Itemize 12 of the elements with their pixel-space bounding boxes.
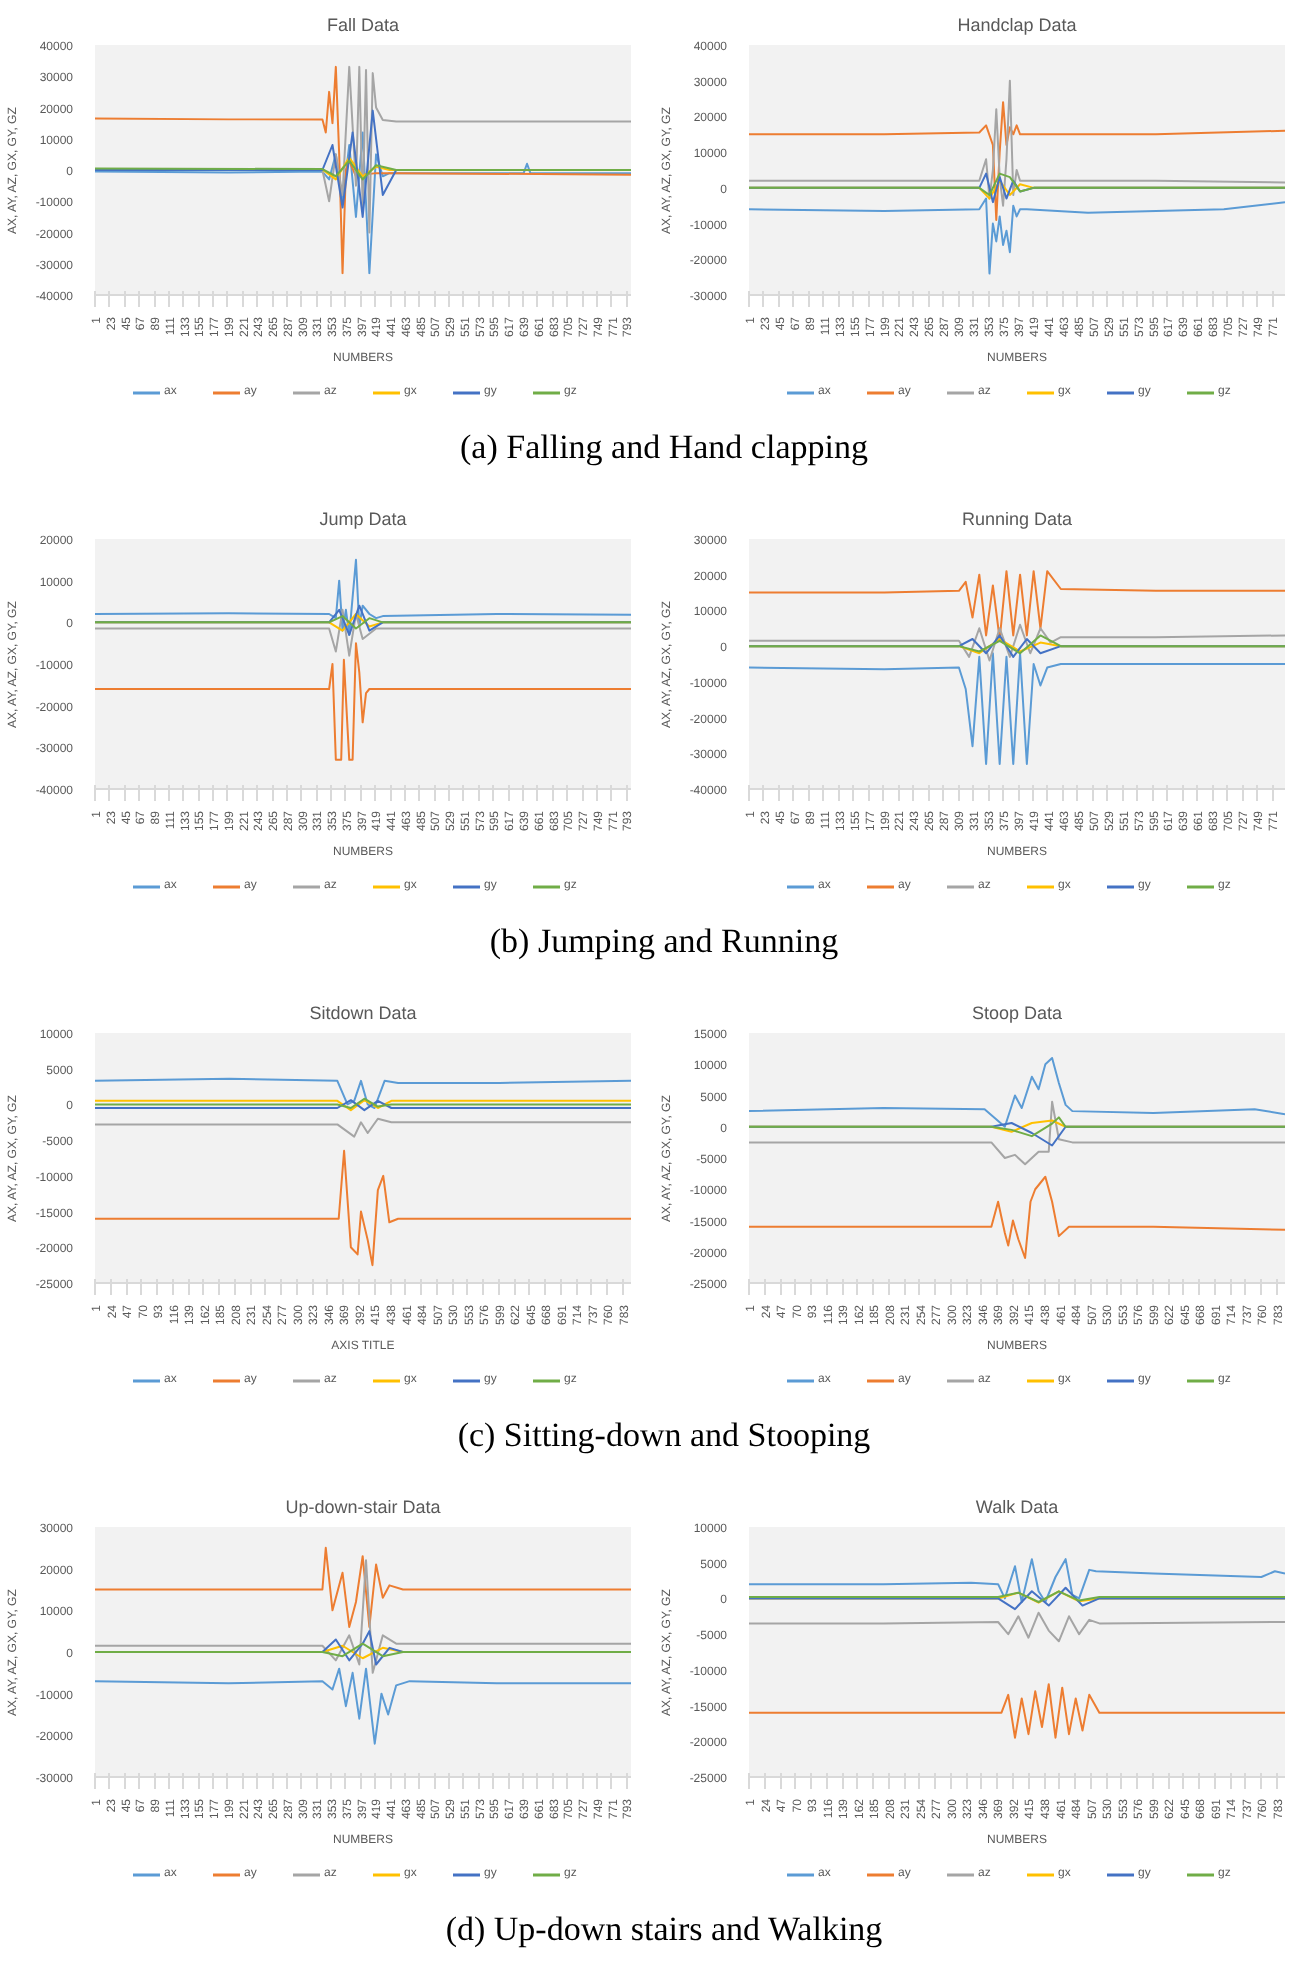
- chart-title: Fall Data: [326, 15, 400, 35]
- text: (a) Falling and Hand clapping: [460, 426, 868, 470]
- chart-title: Walk Data: [975, 1497, 1059, 1517]
- text: (b) Jumping and Running: [489, 920, 839, 964]
- chart-title: Up-down-stair Data: [285, 1497, 441, 1517]
- chart-title: Sitdown Data: [309, 1003, 417, 1023]
- text: (c) Sitting-down and Stooping: [457, 1414, 871, 1458]
- chart-title: Jump Data: [319, 509, 407, 529]
- chart-title: Running Data: [961, 509, 1073, 529]
- chart-title: Handclap Data: [957, 15, 1077, 35]
- text: (d) Up-down stairs and Walking: [445, 1908, 883, 1952]
- chart-title: Stoop Data: [971, 1003, 1063, 1023]
